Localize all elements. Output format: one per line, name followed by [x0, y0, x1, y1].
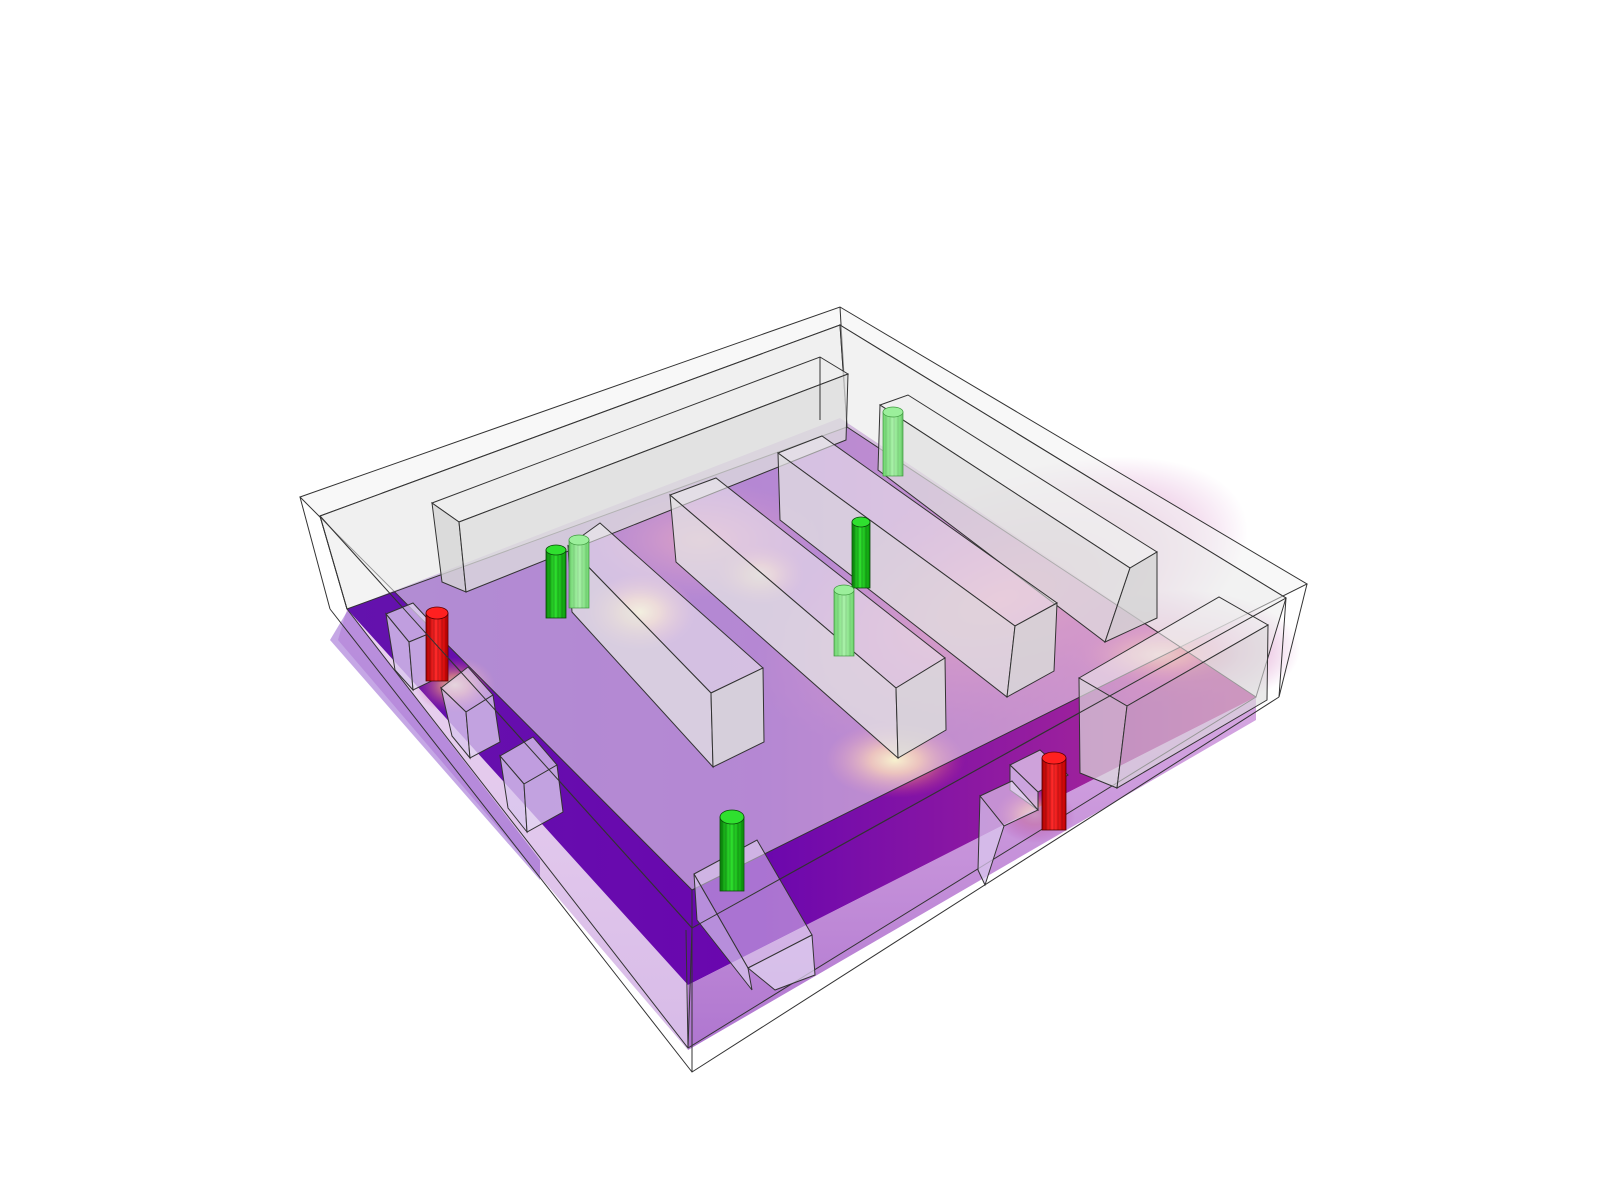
box-left-2 [440, 666, 501, 760]
right-front-block [1078, 596, 1270, 789]
supply-diffuser [882, 406, 904, 477]
back-shelf [430, 356, 850, 593]
supply-diffuser [719, 809, 745, 892]
right-shelf [877, 394, 1158, 643]
shelf-3 [776, 435, 1058, 698]
exhaust-vent [1041, 751, 1067, 831]
exhaust-vent [425, 606, 449, 682]
supply-diffuser [833, 584, 855, 657]
box-left-3 [499, 736, 564, 834]
enclosure-front-edges [319, 515, 1287, 1049]
box-right-2 [977, 780, 1039, 887]
shelf-2 [669, 477, 947, 760]
supply-diffuser [545, 544, 567, 619]
supply-diffuser [851, 516, 871, 589]
supply-diffuser [568, 534, 590, 609]
shelf-1 [567, 522, 765, 769]
